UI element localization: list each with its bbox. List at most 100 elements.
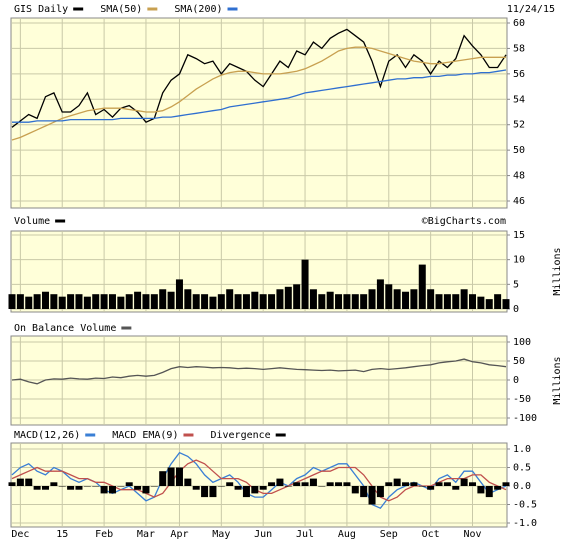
bar: [100, 486, 108, 494]
y-tick-label: 100: [513, 337, 531, 348]
bar: [460, 289, 468, 309]
bar: [108, 294, 116, 309]
y-tick-label: 48: [513, 171, 525, 182]
legend-label: On Balance Volume: [14, 323, 116, 334]
bar: [326, 482, 334, 486]
bar: [41, 291, 49, 309]
bar: [150, 294, 158, 309]
x-tick-label: Dec: [11, 529, 29, 540]
bar: [33, 486, 41, 490]
bar: [326, 291, 334, 309]
bar: [234, 294, 242, 309]
bar: [284, 286, 292, 309]
bar: [335, 482, 343, 486]
legend-label: MACD EMA(9): [112, 430, 178, 441]
bar: [58, 486, 66, 487]
bar: [8, 482, 16, 486]
legend-label: MACD(12,26): [14, 430, 80, 441]
bar: [477, 296, 485, 309]
date: 11/24/15: [507, 4, 555, 15]
bar: [385, 482, 393, 486]
bar: [502, 482, 510, 486]
x-tick-label: Feb: [95, 529, 113, 540]
bar: [485, 299, 493, 309]
bar: [201, 486, 209, 498]
bar: [8, 294, 16, 309]
bar: [251, 291, 259, 309]
bar: [410, 482, 418, 486]
bar: [117, 296, 125, 309]
y-tick-label: 58: [513, 43, 525, 54]
legend-label: Volume: [14, 216, 50, 227]
bar: [184, 289, 192, 309]
legend-label: SMA(50): [100, 4, 142, 15]
legend-label: SMA(200): [174, 4, 222, 15]
bar: [184, 478, 192, 486]
y-tick-label: 46: [513, 196, 525, 207]
bar: [301, 482, 309, 486]
bar: [410, 289, 418, 309]
bar: [226, 482, 234, 486]
y-tick-label: 10: [513, 255, 525, 266]
legend-label: Divergence: [210, 430, 270, 441]
bar: [134, 291, 142, 309]
bar: [301, 259, 309, 309]
source: ©BigCharts.com: [422, 216, 506, 227]
x-tick-label: May: [212, 529, 230, 540]
bar: [309, 478, 317, 486]
bar: [67, 294, 75, 309]
bar: [443, 294, 451, 309]
bar: [58, 296, 66, 309]
bar: [167, 291, 175, 309]
bar: [293, 482, 301, 486]
bar: [460, 478, 468, 486]
bar: [75, 294, 83, 309]
bar: [452, 294, 460, 309]
bar: [351, 294, 359, 309]
y-tick-label: 50: [513, 356, 525, 367]
bar: [159, 289, 167, 309]
bar: [309, 289, 317, 309]
x-tick-label: Nov: [463, 529, 481, 540]
bar: [343, 482, 351, 486]
bar: [134, 486, 142, 490]
bar: [192, 486, 200, 490]
bar: [418, 486, 426, 487]
series-line: [12, 69, 507, 123]
bar: [427, 289, 435, 309]
bar: [108, 486, 116, 494]
bar: [50, 482, 58, 486]
bar: [125, 482, 133, 486]
bar: [16, 478, 24, 486]
bar: [75, 486, 83, 490]
y-tick-label: 1.0: [513, 444, 531, 455]
legend-label: GIS Daily: [14, 4, 68, 15]
bar: [343, 294, 351, 309]
x-tick-label: Jul: [296, 529, 314, 540]
bar: [368, 486, 376, 505]
y-tick-label: 0.0: [513, 481, 531, 492]
bar: [268, 482, 276, 486]
bar: [100, 294, 108, 309]
bar: [175, 467, 183, 486]
bar: [368, 289, 376, 309]
y-tick-label: -0.5: [513, 500, 537, 511]
y-tick-label: -50: [513, 394, 531, 405]
bar: [25, 478, 33, 486]
bar: [293, 284, 301, 309]
x-tick-label: 15: [56, 529, 68, 540]
bar: [142, 294, 150, 309]
bar: [25, 296, 33, 309]
bar: [50, 294, 58, 309]
bar: [360, 486, 368, 498]
bar: [142, 486, 150, 494]
x-tick-label: Mar: [137, 529, 155, 540]
y-tick-label: -1.0: [513, 518, 537, 529]
bar: [276, 478, 284, 486]
bar: [226, 289, 234, 309]
bar: [502, 299, 510, 309]
y-tick-label: 56: [513, 69, 525, 80]
bar: [469, 482, 477, 486]
bar: [351, 486, 359, 494]
bar: [92, 486, 100, 487]
